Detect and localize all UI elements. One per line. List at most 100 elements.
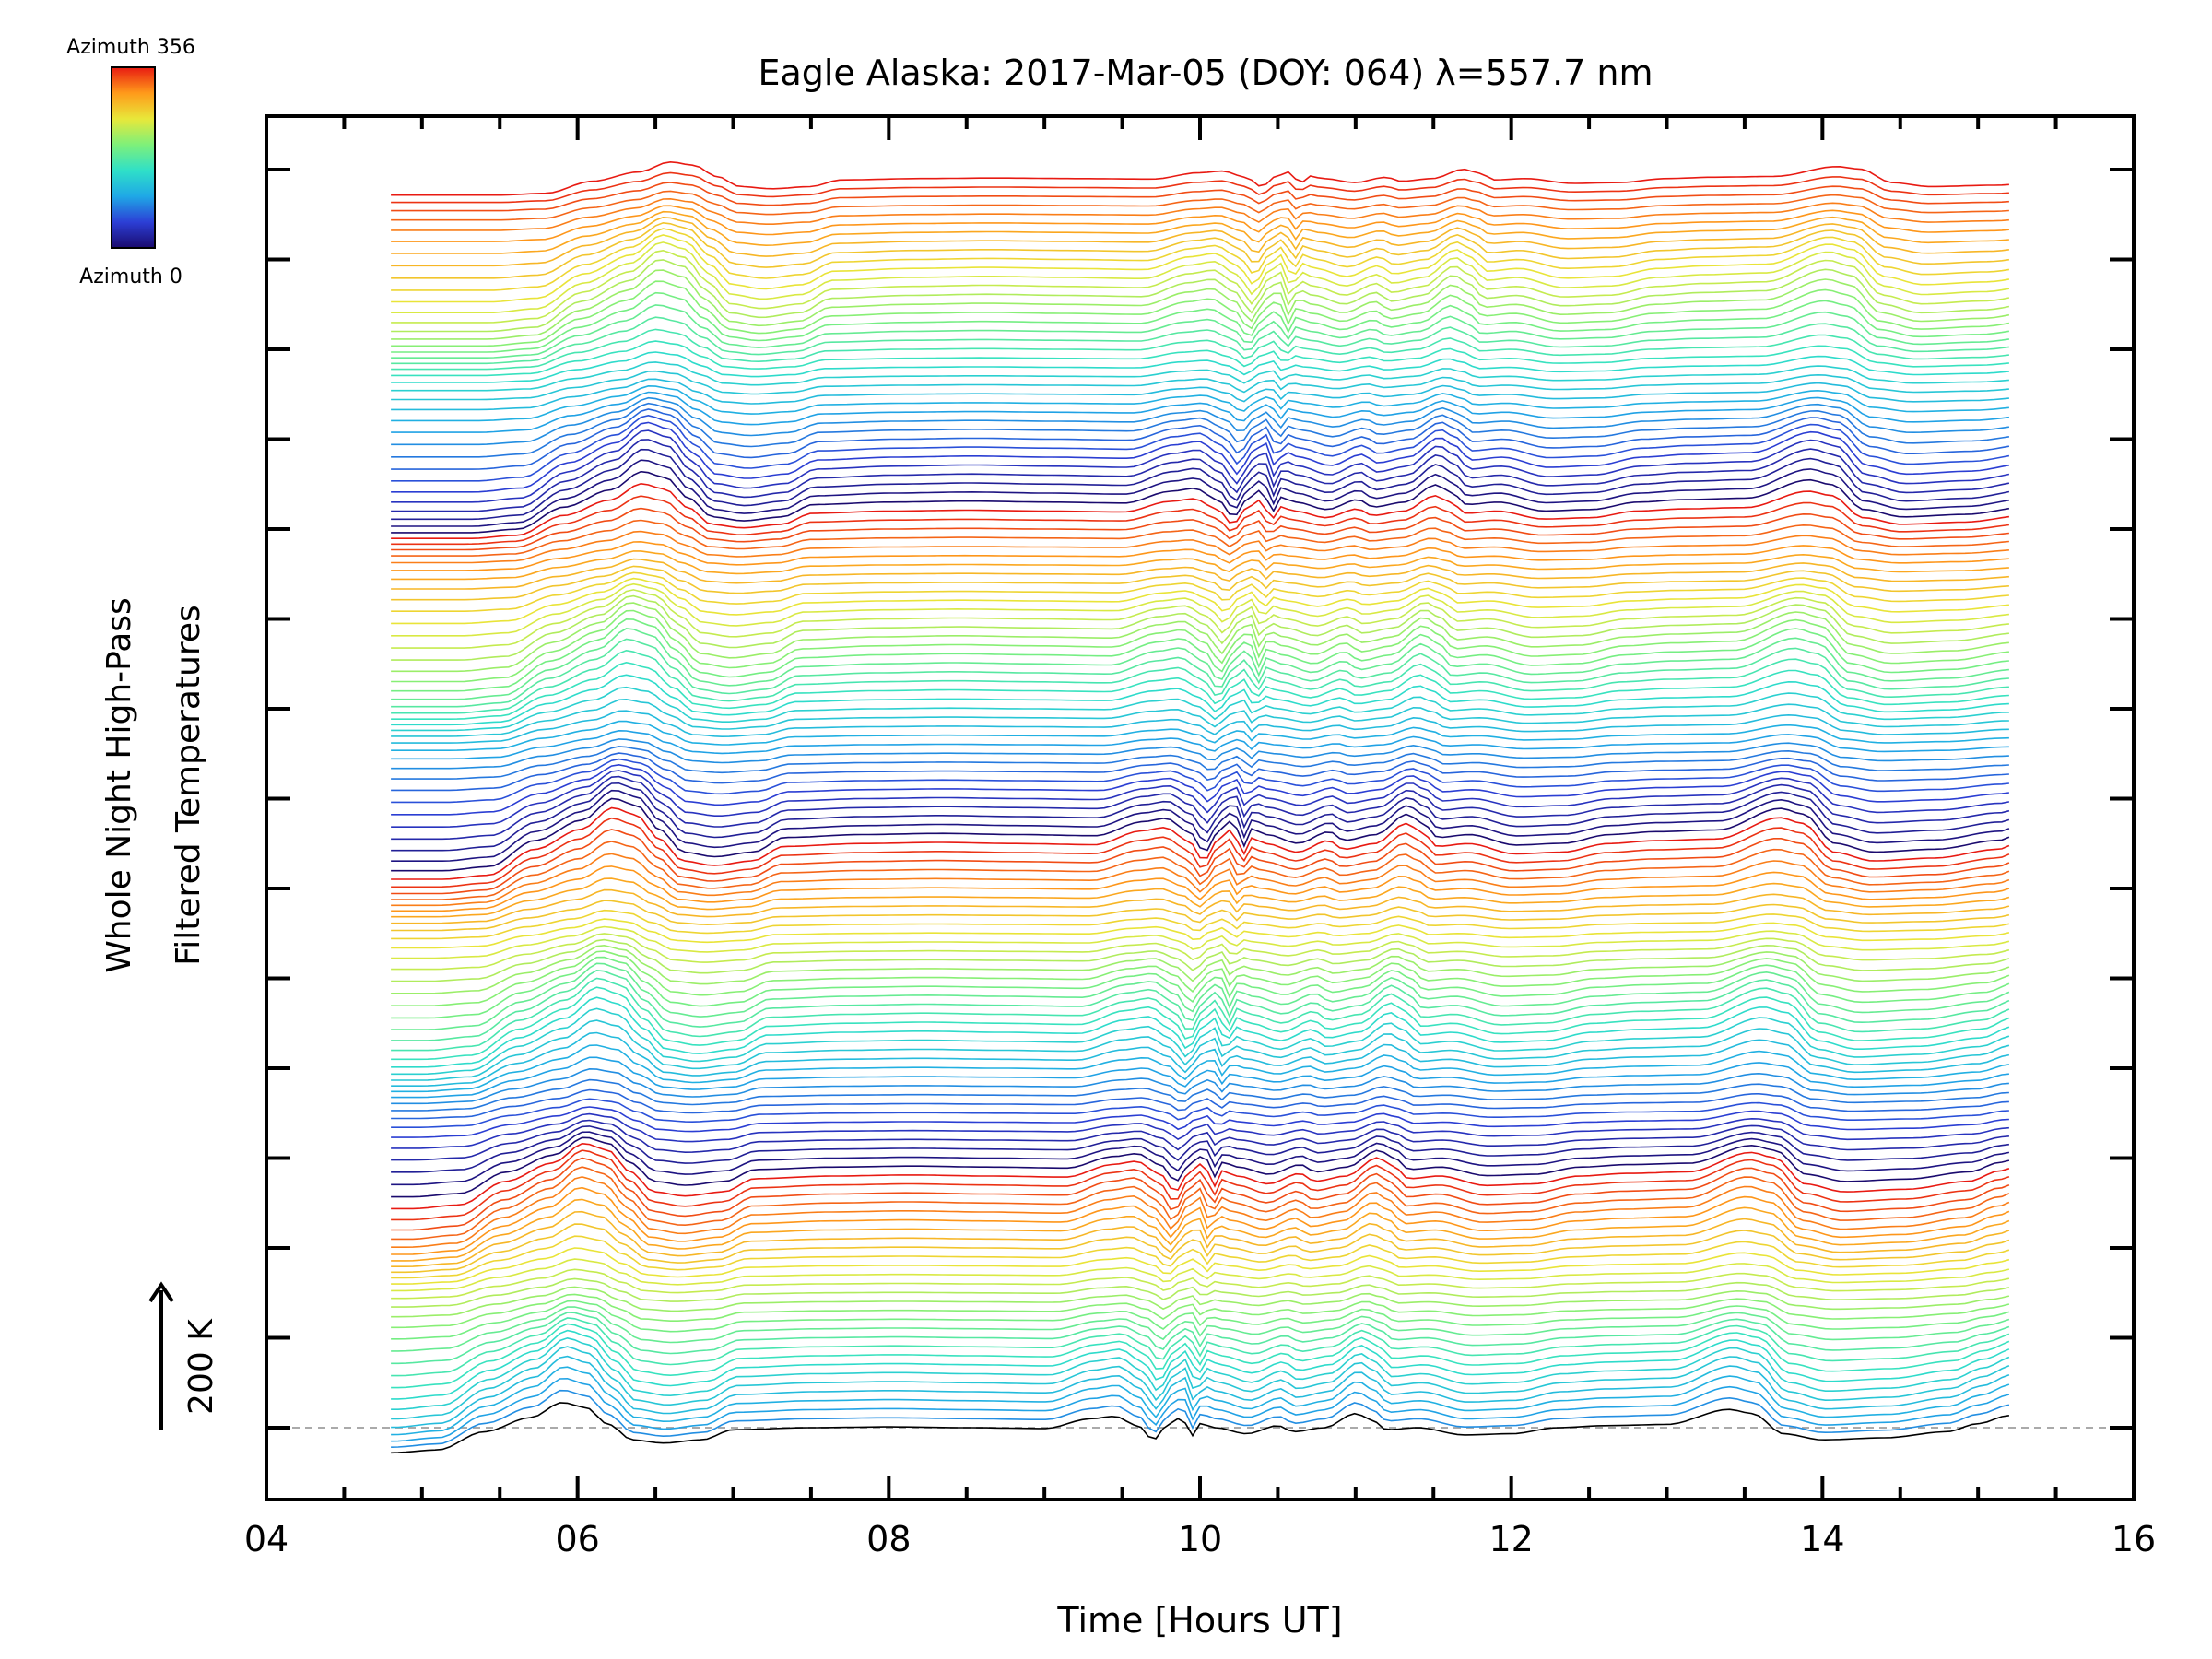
x-tick-labels: 04 06 08 10 12 14 16 [244,1519,2156,1559]
temperature-trace [391,439,2010,512]
x-tick-label: 12 [1488,1519,1533,1559]
temperature-trace [391,925,2010,959]
temperature-trace [391,1098,2009,1128]
temperature-trace [391,234,2010,303]
temperature-trace [391,770,2010,828]
temperature-trace [391,1210,2010,1267]
colorbar-bottom-label: Azimuth 0 [79,265,182,288]
temperature-trace [391,956,2010,1019]
temperature-trace [391,384,2009,422]
temperature-trace [391,1166,2010,1241]
temperature-trace [391,729,2009,760]
temperature-trace [391,1317,2010,1377]
temperature-trace [391,558,2009,590]
temperature-trace [391,841,2010,900]
temperature-trace [391,1277,2010,1308]
temperature-trace [391,674,2009,726]
temperature-trace [391,361,2009,392]
colorbar: Azimuth 356 Azimuth 0 [66,36,195,288]
temperature-trace [391,609,2009,683]
temperature-trace [391,402,2010,458]
temperature-trace [391,661,2009,720]
chart-title: Eagle Alaska: 2017-Mar-05 (DOY: 064) λ=5… [758,53,1653,93]
temperature-trace [391,1149,2010,1221]
y-axis-label-line2: Filtered Temperatures [170,605,207,966]
temperature-trace [391,1336,2010,1410]
temperature-trace [391,909,2010,940]
temperature-trace [391,582,2009,637]
temperature-trace [391,519,2009,557]
temperature-trace [391,698,2009,737]
temperature-trace [391,589,2009,649]
temperature-trace [391,1198,2010,1262]
temperature-trace [391,618,2009,692]
temperature-trace [391,938,2010,982]
temperature-trace [391,594,2009,661]
temperature-trace [391,1223,2010,1274]
temperature-trace [391,391,2010,433]
temperature-trace [391,775,2010,841]
temperature-trace [391,221,2010,279]
temperature-trace [391,1329,2010,1400]
temperature-trace [391,228,2010,291]
temperature-trace [391,328,2009,371]
temperature-trace [391,962,2010,1030]
temperature-trace [391,414,2010,482]
temperature-trace [391,1286,2010,1318]
temperature-trace [391,1323,2010,1389]
temperature-trace [391,304,2010,359]
temperature-trace [391,495,2010,546]
temperature-trace [391,269,2010,340]
x-ticks [265,116,2136,1500]
temperature-trace [391,571,2009,612]
temperature-trace [391,370,2009,401]
temperature-trace [391,316,2010,365]
temperature-trace [391,565,2009,601]
temperature-trace [391,540,2009,571]
temperature-trace [391,1112,2009,1149]
temperature-trace [391,421,2010,493]
temperature-trace [391,918,2010,949]
temperature-trace [391,1293,2010,1329]
temperature-trace [391,944,2010,994]
temperature-trace [391,190,2009,221]
temperature-trace [391,1142,2010,1210]
y-ticks [266,168,2134,1430]
temperature-trace [391,241,2010,313]
temperature-trace [391,1125,2010,1173]
temperature-trace [391,1119,2009,1161]
temperature-trace [391,182,2009,212]
temperature-trace [391,1258,2010,1292]
temperature-trace [391,1131,2010,1186]
temperature-trace [391,1268,2010,1300]
temperature-trace [391,216,2010,267]
temperature-trace [391,969,2010,1041]
temperature-trace [391,1346,2010,1420]
temperature-trace [391,1402,2010,1454]
temperature-trace [391,1136,2010,1198]
temperature-trace [391,470,2010,534]
temperature-trace [391,950,2010,1006]
x-tick-label: 08 [866,1519,911,1559]
temperature-trace [391,1088,2009,1120]
temperature-trace [391,459,2010,527]
temperature-trace [391,259,2010,333]
temperature-trace [391,482,2010,539]
temperature-trace [391,746,2009,780]
temperature-trace [391,408,2010,470]
temperature-trace [391,763,2010,816]
temperature-trace [391,797,2010,872]
temperature-trace [391,996,2010,1068]
temperature-trace [391,171,2009,204]
temperature-trace [391,977,2010,1052]
temperature-trace [391,1389,2010,1448]
temperature-trace [391,1247,2010,1285]
temperature-trace [391,1312,2010,1365]
temperature-trace [391,378,2009,411]
colorbar-gradient [111,66,156,249]
temperature-trace [391,853,2010,907]
colorbar-top-label: Azimuth 356 [66,36,195,59]
temperature-trace [391,888,2010,924]
scale-arrow-head [148,1281,174,1303]
